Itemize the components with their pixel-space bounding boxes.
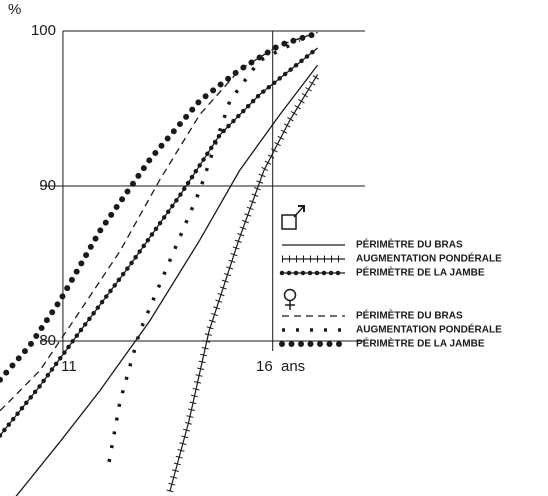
- legend-label: PÉRIMÈTRE DU BRAS: [356, 309, 463, 322]
- male-symbol: [281, 205, 305, 230]
- y-tick-label: 100: [31, 22, 56, 39]
- series-line-decoration: [0, 45, 320, 438]
- legend-label: PÉRIMÈTRE DE LA JAMBE: [356, 337, 485, 350]
- y-tick-label: 90: [39, 177, 56, 194]
- female-symbol: [283, 288, 297, 310]
- legend-label: AUGMENTATION PONDÉRALE: [356, 252, 502, 265]
- series-line: [169, 74, 319, 492]
- series-line: [15, 64, 319, 496]
- x-axis-label: ans: [281, 358, 305, 375]
- x-tick-label: 11: [61, 358, 77, 375]
- x-tick-label: 16: [256, 358, 273, 375]
- legend-label: AUGMENTATION PONDÉRALE: [356, 323, 502, 336]
- legend-label: PÉRIMÈTRE DE LA JAMBE: [356, 266, 485, 279]
- y-tick-label: 80: [39, 332, 56, 349]
- legend-label: PÉRIMÈTRE DU BRAS: [356, 238, 463, 251]
- series-line-decoration: [166, 72, 321, 493]
- y-axis-label: %: [8, 1, 21, 18]
- series-line: [0, 29, 323, 383]
